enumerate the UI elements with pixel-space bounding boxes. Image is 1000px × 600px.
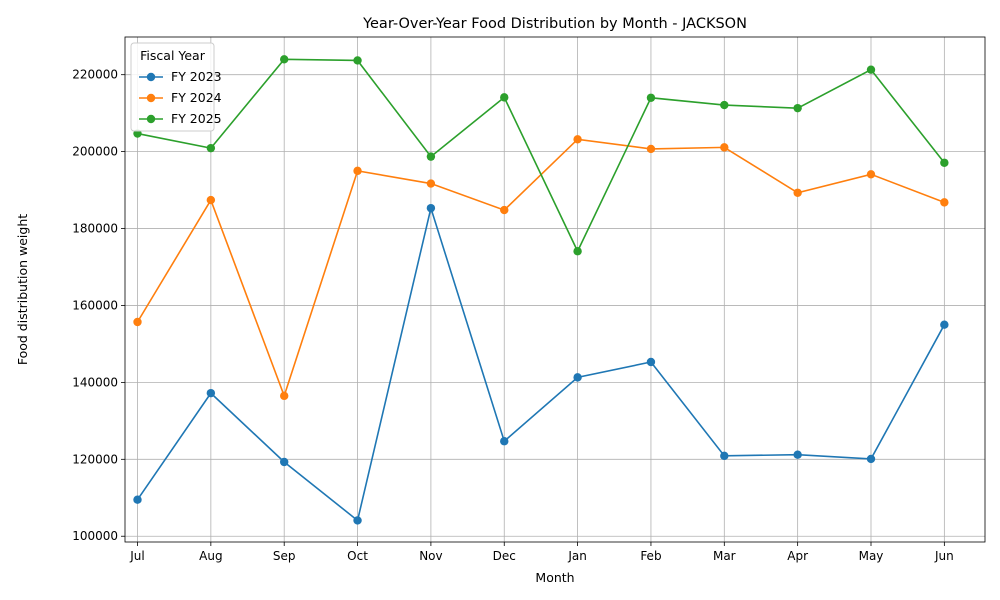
series-fy-2023 xyxy=(133,203,949,525)
data-point xyxy=(500,93,509,102)
data-point xyxy=(646,144,656,154)
data-point xyxy=(353,166,362,176)
legend-title: Fiscal Year xyxy=(140,48,206,63)
data-point xyxy=(500,205,509,215)
x-tick-label: May xyxy=(859,549,884,563)
x-tick-label: Aug xyxy=(199,549,222,563)
x-tick-label: Jun xyxy=(934,549,954,563)
data-point xyxy=(793,103,802,113)
data-point xyxy=(133,317,142,327)
chart-title: Year-Over-Year Food Distribution by Mont… xyxy=(362,16,747,32)
legend-entry: FY 2024 xyxy=(139,90,222,105)
x-axis-label: Month xyxy=(535,570,574,585)
data-point xyxy=(866,170,876,179)
series-fy-2025 xyxy=(133,55,949,256)
data-point xyxy=(646,357,656,367)
x-tick-label: Oct xyxy=(347,549,368,563)
y-tick-label: 140000 xyxy=(72,375,118,389)
data-point xyxy=(720,143,729,152)
legend-swatch-marker xyxy=(146,72,156,82)
data-point xyxy=(573,373,582,382)
legend: Fiscal Year FY 2023 FY 2024 FY 2025 xyxy=(130,42,222,132)
y-tick-label: 100000 xyxy=(72,529,118,543)
series-line xyxy=(136,205,946,522)
data-point xyxy=(206,388,216,398)
data-point xyxy=(646,93,656,102)
data-point xyxy=(940,320,949,329)
data-point xyxy=(280,457,289,467)
x-tick-label: Feb xyxy=(640,549,661,563)
data-point xyxy=(426,152,436,161)
x-tick-label: Jul xyxy=(129,549,144,563)
y-tick-label: 180000 xyxy=(72,222,118,236)
data-point xyxy=(500,437,509,446)
data-point xyxy=(573,247,582,256)
tick-layer: Jul Aug Sep Oct Nov Dec Jan Feb Mar Apr May Jun 1000… xyxy=(72,68,954,563)
legend-box xyxy=(130,42,215,132)
legend-entries: FY 2023 FY 2024 FY 2025 xyxy=(139,69,222,126)
legend-label: FY 2023 xyxy=(171,69,222,84)
x-tick-label: Nov xyxy=(419,549,442,563)
legend-label: FY 2025 xyxy=(171,111,222,126)
data-point xyxy=(940,198,949,207)
plot-frame xyxy=(124,36,986,543)
y-tick-label: 200000 xyxy=(72,145,118,159)
y-axis-label: Food distribution weight xyxy=(15,214,30,365)
data-point xyxy=(206,143,216,153)
x-tick-label: Dec xyxy=(493,549,516,563)
data-point xyxy=(426,203,436,213)
data-point xyxy=(426,179,436,188)
data-point xyxy=(353,516,362,525)
data-point xyxy=(206,195,216,205)
x-tick-label: Apr xyxy=(787,549,808,563)
data-point xyxy=(793,188,802,197)
data-point xyxy=(133,495,142,504)
x-tick-label: Jan xyxy=(567,549,587,563)
x-tick-label: Mar xyxy=(713,549,736,563)
legend-swatch-marker xyxy=(146,114,156,124)
data-point xyxy=(720,100,729,110)
y-tick-label: 160000 xyxy=(72,298,118,312)
y-tick-label: 120000 xyxy=(72,452,118,466)
series-layer xyxy=(133,55,949,525)
data-point xyxy=(866,454,876,464)
data-point xyxy=(866,65,876,74)
legend-entry: FY 2023 xyxy=(139,69,222,84)
data-point xyxy=(720,451,729,461)
legend-swatch-marker xyxy=(146,93,156,103)
data-point xyxy=(280,391,289,401)
x-tick-label: Sep xyxy=(273,549,296,563)
data-point xyxy=(573,135,582,144)
series-line xyxy=(137,58,945,254)
data-point xyxy=(793,450,802,459)
legend-label: FY 2024 xyxy=(171,90,222,105)
legend-entry: FY 2025 xyxy=(139,111,222,126)
y-tick-label: 220000 xyxy=(72,68,118,82)
data-point xyxy=(353,56,362,65)
data-point xyxy=(280,55,289,64)
data-point xyxy=(940,158,949,167)
